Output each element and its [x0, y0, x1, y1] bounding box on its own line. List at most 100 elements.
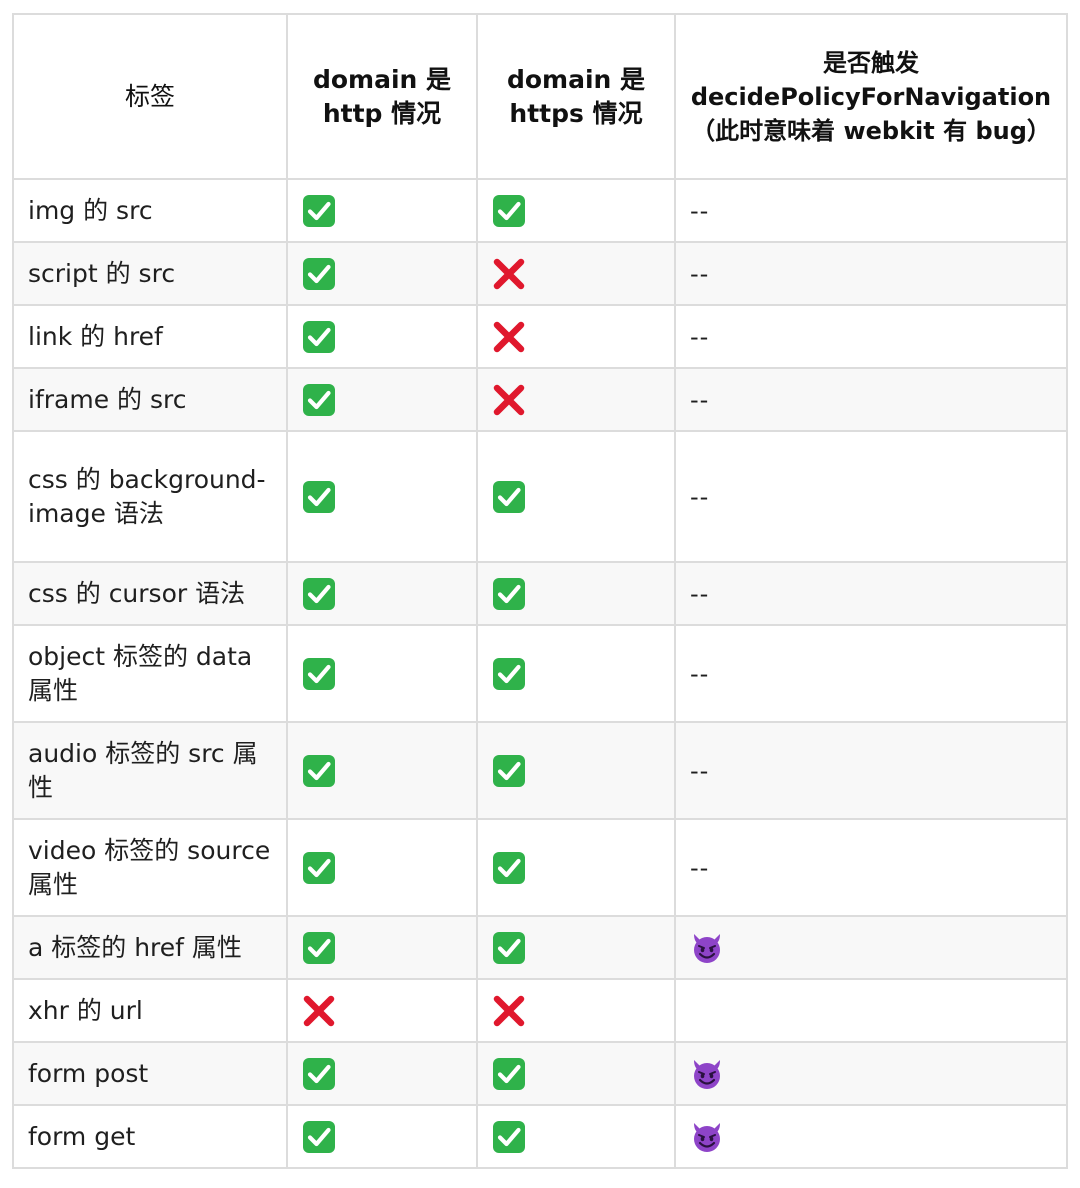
table-container: 标签 domain 是 http 情况 domain 是 https 情况 是否… — [12, 13, 1068, 1169]
cross-mark-icon — [492, 320, 526, 354]
https-result-cell — [476, 561, 676, 626]
http-result-cell — [286, 978, 478, 1043]
https-result-cell — [476, 624, 676, 723]
tag-label: link 的 href — [12, 304, 288, 369]
trigger-result-cell: -- — [674, 241, 1068, 306]
tag-label: video 标签的 source 属性 — [12, 818, 288, 917]
table-row: form post — [12, 1041, 1068, 1106]
https-result-cell — [476, 1041, 676, 1106]
header-http: domain 是 http 情况 — [286, 13, 478, 180]
check-mark-icon — [492, 851, 526, 885]
tag-label: iframe 的 src — [12, 367, 288, 432]
no-trigger-dash: -- — [690, 196, 710, 225]
check-mark-icon — [492, 480, 526, 514]
http-result-cell — [286, 818, 478, 917]
check-mark-icon — [492, 1057, 526, 1091]
tag-label: script 的 src — [12, 241, 288, 306]
check-mark-icon — [492, 577, 526, 611]
cross-mark-icon — [492, 257, 526, 291]
devil-face-icon — [690, 1120, 724, 1154]
check-mark-icon — [492, 657, 526, 691]
https-result-cell — [476, 915, 676, 980]
no-trigger-dash: -- — [690, 482, 710, 511]
trigger-result-cell — [674, 1104, 1068, 1169]
table-row: a 标签的 href 属性 — [12, 915, 1068, 980]
header-row: 标签 domain 是 http 情况 domain 是 https 情况 是否… — [12, 13, 1068, 180]
table-row: form get — [12, 1104, 1068, 1169]
table-row: css 的 background-image 语法 -- — [12, 430, 1068, 563]
tag-label: a 标签的 href 属性 — [12, 915, 288, 980]
http-result-cell — [286, 241, 478, 306]
table-row: iframe 的 src -- — [12, 367, 1068, 432]
no-trigger-dash: -- — [690, 853, 710, 882]
https-result-cell — [476, 178, 676, 243]
check-mark-icon — [302, 194, 336, 228]
https-result-cell — [476, 721, 676, 820]
trigger-result-cell — [674, 978, 1068, 1043]
check-mark-icon — [302, 577, 336, 611]
check-mark-icon — [302, 383, 336, 417]
table-row: css 的 cursor 语法 -- — [12, 561, 1068, 626]
http-result-cell — [286, 178, 478, 243]
https-result-cell — [476, 241, 676, 306]
table-row: object 标签的 data 属性 -- — [12, 624, 1068, 723]
trigger-result-cell: -- — [674, 367, 1068, 432]
header-trigger: 是否触发 decidePolicyForNavigation（此时意味着 web… — [674, 13, 1068, 180]
check-mark-icon — [492, 754, 526, 788]
trigger-result-cell: -- — [674, 624, 1068, 723]
no-trigger-dash: -- — [690, 756, 710, 785]
tag-label: xhr 的 url — [12, 978, 288, 1043]
devil-face-icon — [690, 1057, 724, 1091]
check-mark-icon — [492, 1120, 526, 1154]
http-result-cell — [286, 430, 478, 563]
table-row: img 的 src -- — [12, 178, 1068, 243]
http-result-cell — [286, 721, 478, 820]
check-mark-icon — [492, 931, 526, 965]
no-trigger-dash: -- — [690, 322, 710, 351]
check-mark-icon — [302, 931, 336, 965]
table-row: script 的 src -- — [12, 241, 1068, 306]
trigger-result-cell: -- — [674, 721, 1068, 820]
tag-label: form post — [12, 1041, 288, 1106]
https-result-cell — [476, 818, 676, 917]
http-result-cell — [286, 915, 478, 980]
trigger-result-cell — [674, 1041, 1068, 1106]
trigger-result-cell — [674, 915, 1068, 980]
header-tag: 标签 — [12, 13, 288, 180]
no-trigger-dash: -- — [690, 385, 710, 414]
tag-label: css 的 cursor 语法 — [12, 561, 288, 626]
table-row: video 标签的 source 属性 -- — [12, 818, 1068, 917]
https-result-cell — [476, 1104, 676, 1169]
tag-label: object 标签的 data 属性 — [12, 624, 288, 723]
https-result-cell — [476, 978, 676, 1043]
http-result-cell — [286, 304, 478, 369]
trigger-result-cell: -- — [674, 818, 1068, 917]
trigger-result-cell: -- — [674, 561, 1068, 626]
table-row: xhr 的 url — [12, 978, 1068, 1043]
cross-mark-icon — [492, 994, 526, 1028]
check-mark-icon — [302, 1057, 336, 1091]
cross-mark-icon — [492, 383, 526, 417]
trigger-result-cell: -- — [674, 430, 1068, 563]
check-mark-icon — [302, 851, 336, 885]
no-trigger-dash: -- — [690, 259, 710, 288]
trigger-result-cell: -- — [674, 178, 1068, 243]
tag-label: form get — [12, 1104, 288, 1169]
check-mark-icon — [302, 754, 336, 788]
table-body: img 的 src -- script 的 src -- link 的 href -- if… — [12, 178, 1068, 1169]
check-mark-icon — [302, 257, 336, 291]
check-mark-icon — [302, 480, 336, 514]
http-result-cell — [286, 1104, 478, 1169]
check-mark-icon — [302, 657, 336, 691]
devil-face-icon — [690, 931, 724, 965]
check-mark-icon — [302, 1120, 336, 1154]
tag-label: audio 标签的 src 属性 — [12, 721, 288, 820]
table-row: audio 标签的 src 属性 -- — [12, 721, 1068, 820]
http-result-cell — [286, 367, 478, 432]
http-result-cell — [286, 561, 478, 626]
http-result-cell — [286, 624, 478, 723]
https-result-cell — [476, 430, 676, 563]
https-result-cell — [476, 367, 676, 432]
comparison-table: 标签 domain 是 http 情况 domain 是 https 情况 是否… — [12, 13, 1068, 1169]
cross-mark-icon — [302, 994, 336, 1028]
